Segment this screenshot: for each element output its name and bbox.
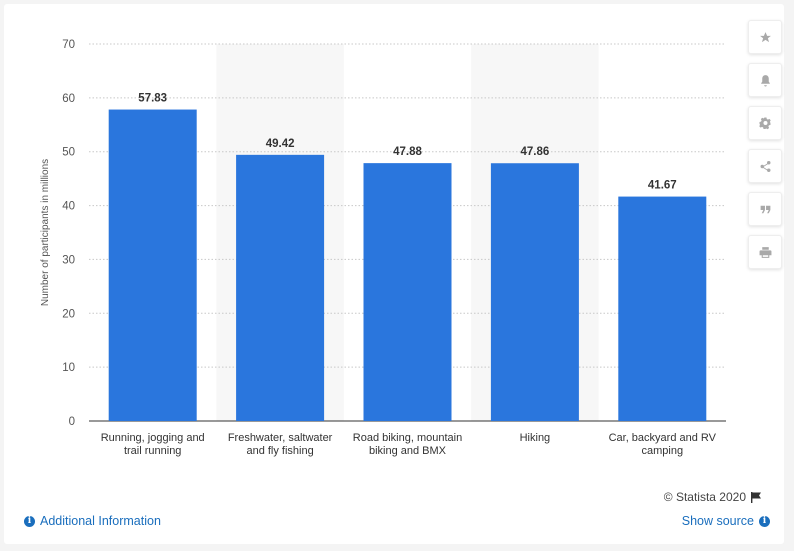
favorite-button[interactable] [748,20,782,54]
quote-icon [760,205,770,213]
bar [236,154,325,421]
x-tick-label: Road biking, mountain biking and BMX [353,432,462,457]
credit-text: © Statista 2020 [663,490,746,504]
x-tick-label: Freshwater, saltwater and fly fishing [228,432,333,457]
share-button[interactable] [748,149,782,183]
data-label: 41.67 [648,180,677,192]
y-tick-label: 0 [69,416,75,428]
show-source-label: Show source [681,514,754,528]
show-source-link[interactable]: Show source i [682,514,770,528]
x-tick-label: Hiking [520,432,551,444]
additional-information-label: Additional Information [40,514,161,528]
info-icon: i [24,515,35,527]
star-icon [759,31,771,42]
gear-icon [758,116,771,129]
y-tick-label: 50 [62,147,75,159]
y-tick-label: 10 [62,362,75,374]
data-label: 57.83 [138,93,167,105]
y-tick-label: 70 [62,39,75,51]
y-tick-label: 60 [62,93,75,105]
y-tick-label: 40 [62,201,75,213]
y-tick-label: 20 [62,308,75,320]
y-axis-label: Number of participants in millions [40,159,51,306]
x-tick-label: Car, backyard and RV camping [609,432,717,457]
x-tick-label: Running, jogging and trail running [101,432,205,457]
settings-button[interactable] [748,106,782,140]
y-tick-label: 30 [62,254,75,266]
notification-button[interactable] [748,63,782,97]
share-icon [760,160,770,172]
chart-toolbar [748,20,782,278]
data-label: 49.42 [266,138,295,150]
bell-icon [760,74,770,86]
bar-chart: 0 10 20 30 40 50 60 70 57.83 Running, jogging and… [40,39,726,457]
bar [363,163,452,421]
chart-card: 0 10 20 30 40 50 60 70 57.83 Running, jogging and… [4,4,784,544]
bar [490,163,579,421]
info-icon: i [759,515,770,527]
data-label: 47.88 [393,146,422,158]
statista-credit[interactable]: © Statista 2020 [664,490,762,504]
data-label: 47.86 [521,146,550,158]
bar [108,109,197,422]
cite-button[interactable] [748,192,782,226]
print-button[interactable] [748,235,782,269]
flag-icon [751,491,761,503]
print-icon [759,246,771,258]
additional-information-link[interactable]: i Additional Information [24,514,161,528]
bar [618,196,707,421]
